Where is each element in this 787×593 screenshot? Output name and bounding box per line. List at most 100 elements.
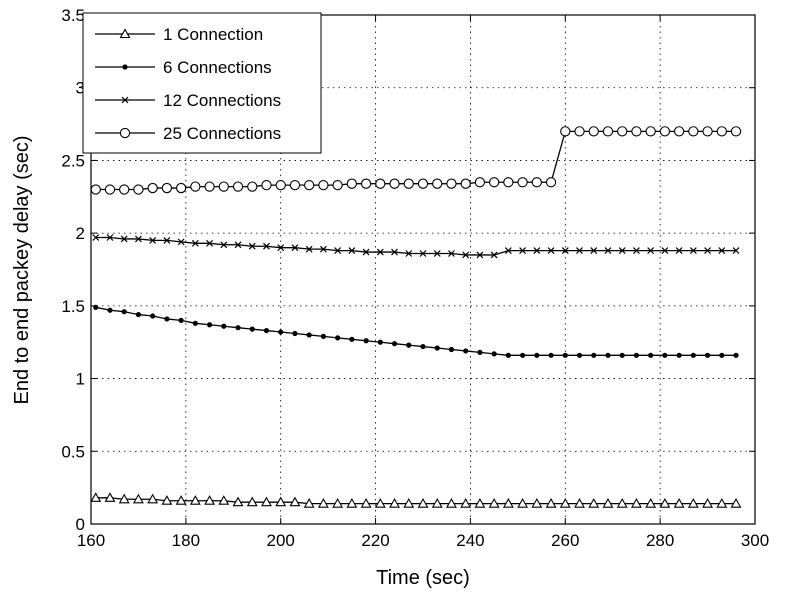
x-tick-label: 180	[172, 531, 200, 550]
legend: 1 Connection 6 Connections 12 Connections 2…	[82, 12, 322, 154]
circle-marker	[318, 180, 329, 191]
y-tick-label: 0.5	[61, 442, 85, 461]
dot-marker	[292, 330, 298, 337]
dot-marker	[562, 352, 568, 358]
plot-area-frame	[90, 14, 756, 525]
triangle-marker	[218, 495, 230, 505]
dot-marker	[690, 352, 696, 358]
series-line	[95, 236, 737, 256]
dot-marker	[206, 322, 213, 328]
x-marker	[220, 241, 228, 249]
triangle-marker	[132, 493, 144, 504]
x-marker	[590, 247, 598, 255]
circle-marker	[247, 181, 258, 192]
dot-marker	[320, 333, 326, 339]
x-axis-label: Time (sec)	[376, 567, 470, 589]
triangle-marker	[360, 498, 372, 508]
triangle-marker	[616, 498, 628, 508]
dot-marker	[491, 351, 497, 357]
triangle-marker	[246, 496, 258, 507]
circle-marker	[346, 178, 358, 189]
circle-marker	[218, 181, 229, 192]
x-marker	[362, 248, 370, 256]
circle-marker	[432, 178, 443, 189]
circle-marker	[289, 180, 301, 191]
dot-marker	[719, 352, 725, 358]
dot-marker	[420, 343, 426, 350]
circle-marker	[716, 126, 727, 137]
circle-marker	[360, 178, 372, 189]
x-marker	[234, 241, 242, 249]
x-marker	[334, 247, 342, 255]
x-marker	[504, 247, 512, 255]
dot-marker	[150, 313, 156, 319]
axis-ticks: 160 180 200 220 240 260 280 300 0 0.5 1 1.5 2 2.5 3 3.5	[61, 6, 769, 550]
dot-marker	[619, 352, 625, 358]
triangle-marker	[673, 498, 685, 508]
triangle-marker	[446, 498, 457, 508]
dot-marker	[278, 329, 284, 335]
x-marker	[106, 234, 114, 241]
triangle-marker	[275, 496, 287, 507]
triangle-marker	[232, 496, 244, 507]
circle-marker	[190, 181, 201, 192]
x-tick-label: 300	[741, 531, 769, 550]
x-tick-label: 280	[646, 531, 674, 550]
triangle-marker	[90, 492, 102, 502]
legend-label: 6 Connections	[163, 58, 272, 77]
x-tick-label: 240	[456, 531, 484, 550]
circle-marker	[659, 126, 671, 137]
x-marker	[120, 235, 128, 243]
x-marker	[704, 247, 711, 255]
circle-marker	[90, 184, 101, 195]
x-marker	[490, 251, 498, 259]
triangle-marker	[118, 493, 130, 504]
x-marker	[448, 250, 455, 257]
dot-marker	[520, 352, 526, 358]
series-1-connection	[90, 492, 742, 508]
y-axis-label: End to end packey delay (sec)	[11, 135, 33, 404]
dot-marker	[107, 307, 113, 313]
dot-marker	[591, 352, 597, 358]
series-line	[95, 306, 737, 356]
x-marker	[732, 247, 740, 255]
dot-marker	[548, 352, 554, 358]
triangle-marker	[147, 493, 159, 504]
dot-marker	[178, 317, 184, 323]
circle-marker	[389, 178, 400, 189]
x-marker	[135, 235, 142, 243]
circle-marker	[417, 178, 429, 189]
triangle-marker	[204, 495, 216, 505]
triangle-marker	[261, 496, 272, 507]
circle-marker	[460, 178, 471, 189]
legend-label: 1 Connection	[163, 25, 263, 44]
x-tick-label: 260	[551, 531, 579, 550]
circle-marker	[175, 182, 187, 194]
dot-marker	[391, 341, 398, 347]
circle-marker	[730, 126, 742, 137]
dot-marker	[406, 342, 412, 348]
circle-marker	[403, 178, 414, 189]
triangle-marker	[317, 498, 329, 508]
triangle-marker	[531, 498, 543, 508]
circle-marker	[503, 177, 514, 188]
circle-marker	[104, 184, 116, 195]
triangle-marker	[588, 498, 600, 508]
circle-marker	[275, 180, 286, 191]
x-tick-label: 160	[77, 531, 105, 550]
dot-marker	[605, 352, 611, 358]
triangle-marker	[332, 498, 344, 508]
x-marker	[618, 247, 626, 255]
x-marker	[391, 248, 398, 256]
y-tick-label: 1.5	[61, 297, 85, 316]
y-tick-label: 3.5	[61, 6, 85, 25]
y-tick-label: 2.5	[61, 151, 85, 170]
legend-item: 6 Connections	[95, 58, 272, 77]
x-marker	[191, 239, 199, 247]
x-marker	[206, 239, 213, 247]
circle-marker	[446, 178, 457, 189]
x-marker	[277, 244, 285, 252]
circle-marker	[133, 184, 144, 195]
triangle-marker	[502, 498, 514, 508]
